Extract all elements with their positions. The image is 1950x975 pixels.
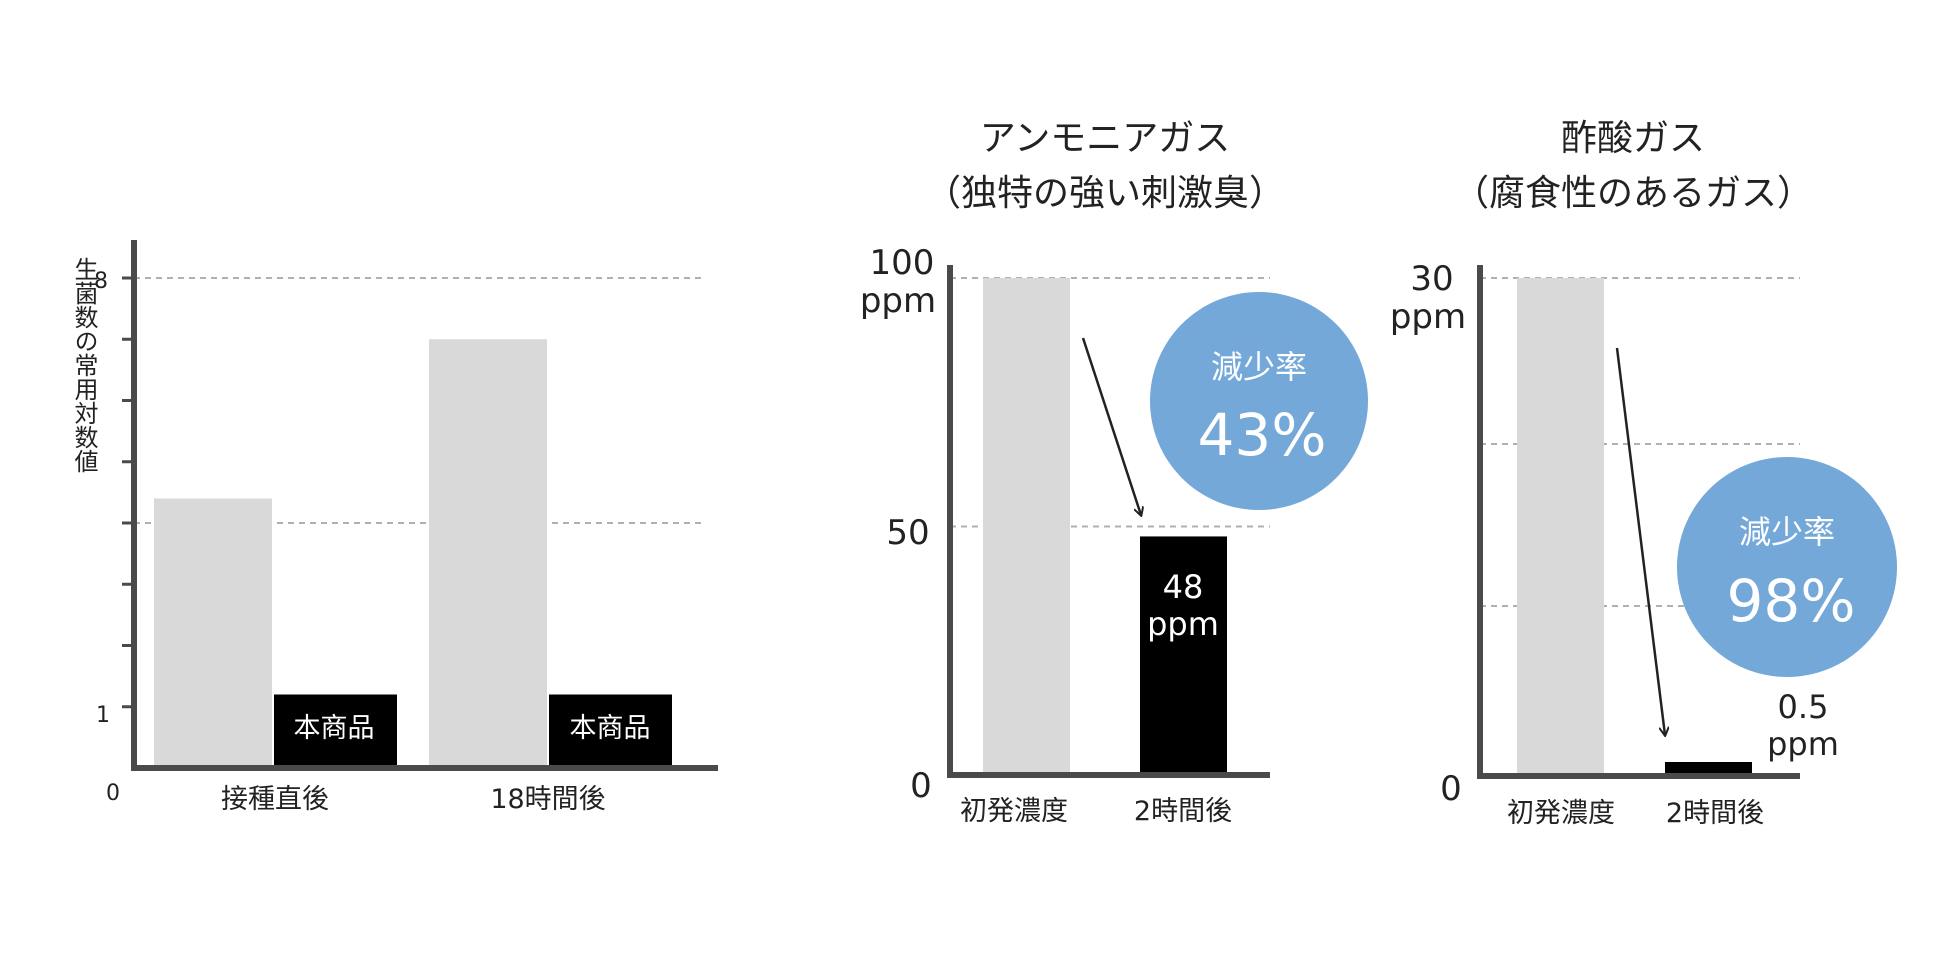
chart-title: 酢酸ガス: [1561, 118, 1705, 159]
bar-value-unit: ppm: [1767, 725, 1839, 763]
bar-value-label: 0.5: [1778, 688, 1829, 726]
reduction-badge: [1150, 292, 1368, 510]
y-tick-label-0: 0: [1440, 769, 1462, 809]
y-tick-label-1: 1: [96, 703, 110, 728]
bar-after: [1140, 536, 1227, 775]
bar-product: [549, 694, 672, 768]
bar-initial: [983, 278, 1070, 775]
chart-subtitle: （腐食性のあるガス）: [1453, 173, 1813, 214]
bar-product: [274, 694, 397, 768]
x-category-label: 2時間後: [1134, 796, 1232, 827]
x-category-label: 接種直後: [221, 784, 329, 815]
y-tick-label-8: 8: [94, 269, 108, 294]
x-category-label: 2時間後: [1666, 798, 1764, 829]
y-unit-label: ppm: [1390, 297, 1466, 337]
chart-subtitle: （独特の強い刺激臭）: [925, 173, 1285, 214]
x-category-label: 初発濃度: [1507, 798, 1615, 829]
y-tick-label-0: 0: [910, 766, 932, 806]
chart-bacteria: 生菌数の常用対数値 0 1 8 接種直後 18時間後 本商品 本商品: [70, 240, 718, 815]
bar-after: [1665, 762, 1752, 776]
bar-value-label: 48: [1163, 568, 1204, 606]
chart-acetic-acid: 酢酸ガス （腐食性のあるガス） 30 ppm 0 初発濃度 2時間後 0.5 p…: [1390, 118, 1897, 829]
reduction-label: 減少率: [1211, 348, 1307, 386]
reduction-value: 98%: [1727, 567, 1856, 635]
y-tick-label-50: 50: [886, 513, 929, 553]
y-tick-label-100: 100: [870, 243, 935, 283]
bar-control: [154, 498, 272, 768]
x-category-label: 18時間後: [490, 784, 605, 815]
reduction-badge: [1677, 457, 1897, 677]
bar-label-product: 本商品: [570, 713, 651, 744]
reduction-value: 43%: [1198, 401, 1327, 469]
y-tick-label-30: 30: [1410, 259, 1453, 299]
chart-title: アンモニアガス: [980, 118, 1231, 159]
bar-label-product: 本商品: [294, 713, 375, 744]
reduction-label: 減少率: [1739, 513, 1835, 551]
x-category-label: 初発濃度: [960, 796, 1068, 827]
decrease-arrow: [1615, 347, 1665, 735]
bar-value-unit: ppm: [1147, 605, 1219, 643]
decrease-arrow: [1081, 337, 1141, 515]
bar-initial: [1517, 278, 1604, 776]
chart-ammonia: アンモニアガス （独特の強い刺激臭） 100 ppm 50 0 初発濃度 2時間…: [860, 118, 1368, 827]
y-unit-label: ppm: [860, 281, 936, 321]
y-axis-label-chart1: 生菌数の常用対数値: [70, 257, 98, 473]
y-tick-label-0: 0: [106, 781, 120, 806]
bar-control: [429, 339, 547, 768]
